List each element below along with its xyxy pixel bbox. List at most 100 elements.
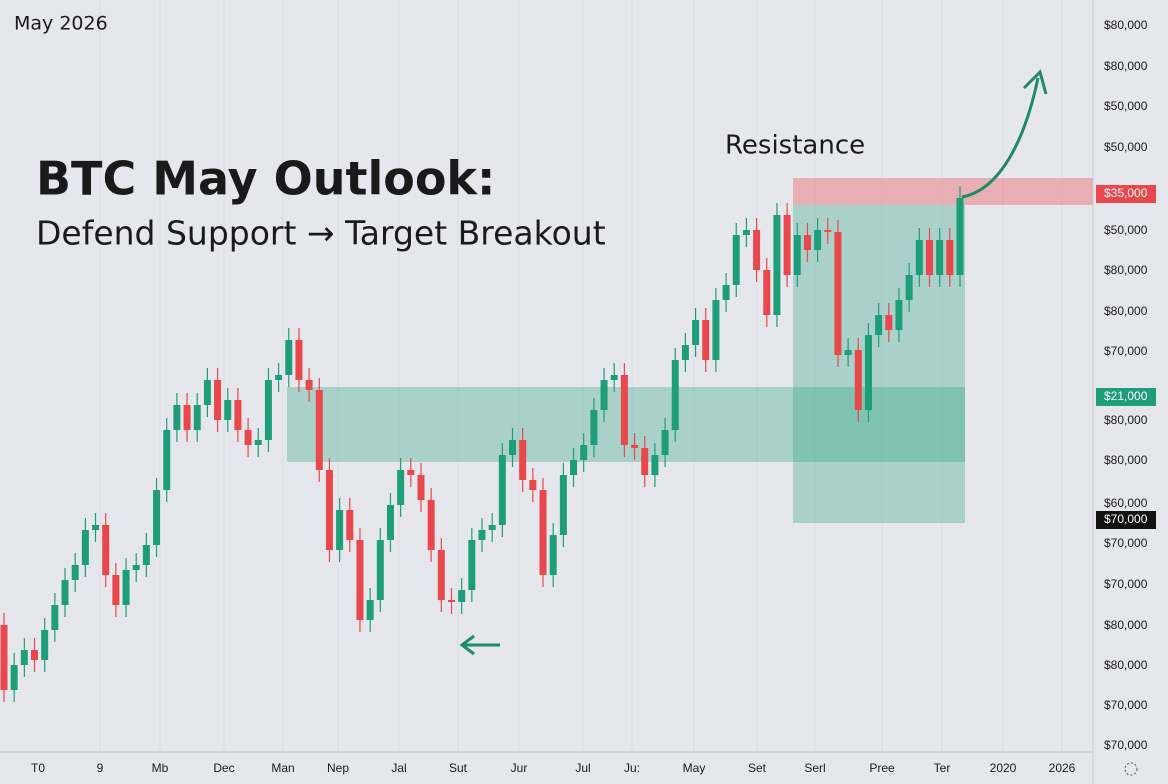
candle-body (275, 375, 283, 380)
candle-body (193, 405, 201, 430)
candle-body (51, 605, 59, 630)
price-label: $70,000 (1104, 577, 1148, 591)
candle-body (925, 240, 933, 275)
candle-body (61, 580, 69, 605)
x-label: 9 (97, 761, 104, 775)
candle-body (81, 530, 89, 565)
candle-body (600, 380, 608, 410)
candle-body (692, 320, 700, 345)
subtitle: Defend Support → Target Breakout (36, 214, 606, 253)
candle-body (488, 525, 496, 530)
x-label: Jul (575, 761, 590, 775)
candle-body (803, 235, 811, 250)
candle-body (468, 540, 476, 590)
candle-body (610, 375, 618, 380)
candle-body (41, 630, 49, 660)
price-highlight (1096, 185, 1156, 203)
candle-body (10, 665, 18, 690)
price-highlight-label: $21,000 (1104, 389, 1148, 403)
candle-body (498, 455, 506, 525)
support-arrow (459, 634, 500, 656)
candle-body (549, 535, 557, 575)
price-label: $80,000 (1104, 263, 1148, 277)
candle-body (580, 445, 588, 460)
candle-body (824, 230, 832, 232)
x-label: Jal (391, 761, 406, 775)
candle-body (620, 375, 628, 445)
price-label: $50,000 (1104, 223, 1148, 237)
candle-body (509, 440, 517, 455)
candle-body (661, 430, 669, 455)
candle-body (814, 230, 822, 250)
candle-body (437, 550, 445, 600)
candle-body (346, 510, 354, 540)
x-label: Man (271, 761, 294, 775)
x-label: Pree (869, 761, 895, 775)
breakout-arrow-head (1022, 69, 1048, 95)
candle-body (570, 460, 578, 475)
candles (0, 186, 964, 702)
candle-body (407, 470, 415, 475)
candle-body (122, 570, 130, 605)
x-label: Jur (511, 761, 528, 775)
candle-body (92, 525, 100, 530)
price-label: $80,000 (1104, 453, 1148, 467)
candle-body (732, 235, 740, 285)
candle-body (753, 230, 761, 270)
x-label: T0 (31, 761, 45, 775)
price-highlight (1096, 511, 1156, 529)
candle-body (834, 232, 842, 355)
candle-body (305, 380, 313, 390)
x-label: May (683, 761, 706, 775)
x-axis: T0 9 Mb Dec Man Nep Jal Sut Jur Jul Ju: May Set Serl P… (31, 761, 1076, 775)
candle-body (366, 600, 374, 620)
candle-body (234, 400, 242, 430)
x-label: Dec (213, 761, 234, 775)
settings-icon[interactable] (1124, 762, 1138, 776)
candle-body (905, 275, 913, 300)
candle-body (956, 198, 964, 275)
candle-body (132, 565, 140, 570)
candle-body (183, 405, 191, 430)
price-axis: $80,000 $80,000 $50,000 $50,000 $50,000 $80,0… (1096, 18, 1156, 752)
candle-body (539, 490, 547, 575)
candle-body (224, 400, 232, 420)
candle-body (773, 215, 781, 315)
grid (99, 0, 1063, 752)
price-label: $80,000 (1104, 304, 1148, 318)
candle-body (885, 315, 893, 330)
date-label: May 2026 (14, 13, 108, 35)
candle-body (559, 475, 567, 535)
candle-body (285, 340, 293, 375)
candle-body (163, 430, 171, 490)
candle-body (458, 590, 466, 602)
candle-body (763, 270, 771, 315)
candle-body (71, 565, 79, 580)
candle-body (0, 625, 8, 690)
price-label: $60,000 (1104, 496, 1148, 510)
price-label: $80,000 (1104, 413, 1148, 427)
candle-body (681, 345, 689, 360)
candle-body (783, 215, 791, 275)
title: BTC May Outlook: (36, 152, 495, 206)
candle-body (936, 240, 944, 275)
candle-body (244, 430, 252, 445)
candle-body (102, 525, 110, 575)
candle-body (864, 335, 872, 410)
price-label: $80,000 (1104, 18, 1148, 32)
x-label: Nep (327, 761, 349, 775)
candle-body (153, 490, 161, 545)
candle-body (447, 600, 455, 602)
x-label: 2026 (1049, 761, 1076, 775)
candle-body (671, 360, 679, 430)
price-highlight-label: $70,000 (1104, 512, 1148, 526)
candle-body (651, 455, 659, 475)
candle-body (519, 440, 527, 480)
price-highlight (1096, 388, 1156, 406)
candle-body (173, 405, 181, 430)
x-label: Sut (449, 761, 468, 775)
candle-body (631, 445, 639, 448)
price-highlight-label: $35,000 (1104, 186, 1148, 200)
candle-body (844, 350, 852, 355)
